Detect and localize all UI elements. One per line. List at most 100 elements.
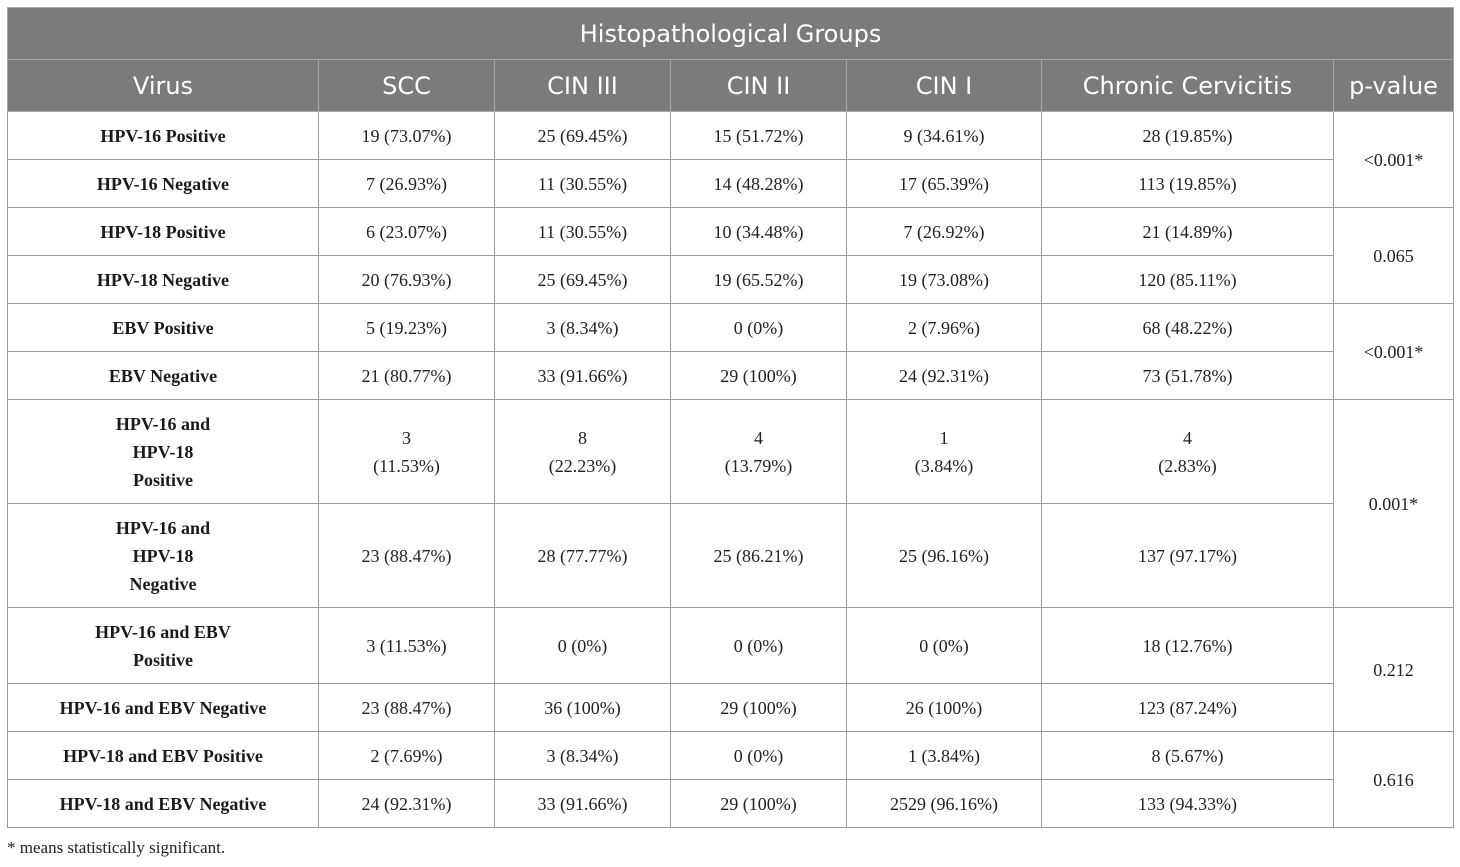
table-row: EBV Positive 5 (19.23%) 3 (8.34%) 0 (0%) 2 (…	[7, 303, 1455, 400]
row-label: EBV Negative	[7, 351, 319, 400]
cell-value: 29 (100%)	[720, 793, 797, 814]
table-cell: 11 (30.55%)	[494, 207, 671, 256]
cell-value: 6 (23.07%)	[366, 221, 447, 242]
row-label-line: HPV-18 and EBV Negative	[59, 793, 267, 814]
table-cell: 20 (76.93%)	[318, 255, 495, 304]
cell-value: 19 (65.52%)	[713, 269, 804, 290]
table-cell: 24 (92.31%)	[846, 351, 1042, 400]
row-label: HPV-18 Negative	[7, 255, 319, 304]
cell-value: 9 (34.61%)	[903, 125, 985, 146]
cell-value: 2 (7.69%)	[370, 745, 443, 766]
table-cell: 10 (34.48%)	[670, 207, 847, 256]
table-cell: 7 (26.93%)	[318, 159, 495, 208]
cell-value: 3 (11.53%)	[366, 635, 447, 656]
cell-value: 24 (92.31%)	[899, 365, 989, 386]
table-cell: 18 (12.76%)	[1041, 607, 1334, 684]
column-header-p-value: p-value	[1332, 59, 1455, 112]
row-label-line: HPV-16 and EBV Negative	[59, 697, 267, 718]
cell-value: 4	[1183, 427, 1192, 448]
row-label: HPV-16 and HPV-18 Positive	[7, 399, 319, 504]
cell-value: 137 (97.17%)	[1138, 545, 1237, 566]
p-value-cell: 0.065	[1332, 207, 1455, 304]
cell-value: 113 (19.85%)	[1138, 173, 1237, 194]
cell-value: 5 (19.23%)	[366, 317, 447, 338]
cell-value: 68 (48.22%)	[1142, 317, 1233, 338]
table-row: HPV-18 and EBV Positive 2 (7.69%) 3 (8.34%…	[7, 731, 1455, 828]
table-row: HPV-16 and HPV-18 Positive 3 (11.53%) 8 (22.23…	[7, 399, 1455, 608]
row-label: HPV-16 and EBV Negative	[7, 683, 319, 732]
row-label-line: HPV-18 and EBV Positive	[63, 745, 263, 766]
table-cell: 2 (7.96%)	[846, 303, 1042, 352]
cell-value: 36 (100%)	[544, 697, 621, 718]
column-header-cin1: CIN I	[846, 59, 1042, 112]
table-cell: 24 (92.31%)	[318, 779, 495, 828]
table-cell: 0 (0%)	[494, 607, 671, 684]
table-cell: 33 (91.66%)	[494, 779, 671, 828]
table-cell: 28 (19.85%)	[1041, 111, 1334, 160]
row-label-line: EBV Negative	[108, 365, 218, 386]
cell-value: 25 (86.21%)	[713, 545, 804, 566]
row-label-line: HPV-16 Positive	[100, 125, 226, 146]
row-label-line: HPV-18	[132, 441, 194, 462]
cell-value: 19 (73.07%)	[361, 125, 452, 146]
table-cell: 0 (0%)	[670, 303, 847, 352]
cell-value: (13.79%)	[724, 455, 793, 476]
cell-value: 33 (91.66%)	[537, 793, 628, 814]
table-cell: 29 (100%)	[670, 351, 847, 400]
table-cell: 17 (65.39%)	[846, 159, 1042, 208]
table-cell: 19 (73.08%)	[846, 255, 1042, 304]
cell-value: 3 (8.34%)	[546, 317, 619, 338]
cell-value: 3	[402, 427, 411, 448]
table-cell: 8 (22.23%)	[494, 399, 671, 504]
cell-value: 26 (100%)	[905, 697, 983, 718]
table-cell: 4 (2.83%)	[1041, 399, 1334, 504]
column-header-scc: SCC	[318, 59, 495, 112]
cell-value: (22.23%)	[548, 455, 617, 476]
cell-value: 25 (96.16%)	[899, 545, 989, 566]
cell-value: (11.53%)	[373, 455, 440, 476]
table-cell: 23 (88.47%)	[318, 503, 495, 608]
cell-value: 120 (85.11%)	[1138, 269, 1237, 290]
table-cell: 0 (0%)	[846, 607, 1042, 684]
row-label-line: Negative	[129, 573, 197, 594]
table-cell: 3 (11.53%)	[318, 607, 495, 684]
table-cell: 28 (77.77%)	[494, 503, 671, 608]
table-cell: 3 (11.53%)	[318, 399, 495, 504]
cell-value: 18 (12.76%)	[1142, 635, 1233, 656]
table-cell: 3 (8.34%)	[494, 303, 671, 352]
table-cell: 9 (34.61%)	[846, 111, 1042, 160]
cell-value: 8 (5.67%)	[1151, 745, 1224, 766]
cell-value: 15 (51.72%)	[713, 125, 804, 146]
table-cell: 8 (5.67%)	[1041, 731, 1334, 780]
cell-value: 29 (100%)	[720, 365, 797, 386]
p-value-cell: 0.212	[1332, 607, 1455, 732]
table-cell: 1 (3.84%)	[846, 399, 1042, 504]
cell-value: 23 (88.47%)	[361, 697, 452, 718]
table-cell: 123 (87.24%)	[1041, 683, 1334, 732]
row-label-line: HPV-18 Positive	[100, 221, 226, 242]
cell-value: 10 (34.48%)	[713, 221, 804, 242]
table-row: HPV-18 Negative 20 (76.93%) 25 (69.45%) 19 …	[7, 255, 1454, 304]
table-cell: 68 (48.22%)	[1041, 303, 1334, 352]
cell-value: 7 (26.92%)	[903, 221, 985, 242]
table-cell: 29 (100%)	[670, 683, 847, 732]
table-cell: 113 (19.85%)	[1041, 159, 1334, 208]
row-label: HPV-16 Positive	[7, 111, 319, 160]
table-row: HPV-16 Negative 7 (26.93%) 11 (30.55%) 14 (…	[7, 159, 1454, 208]
table-row: HPV-16 and EBV Negative 23 (88.47%) 36 (10…	[7, 683, 1454, 732]
row-label-line: Positive	[133, 469, 193, 490]
table-cell: 6 (23.07%)	[318, 207, 495, 256]
cell-value: 21 (14.89%)	[1142, 221, 1233, 242]
p-value-cell: 0.616	[1332, 731, 1455, 828]
cell-value: 123 (87.24%)	[1138, 697, 1237, 718]
cell-value: (3.84%)	[914, 455, 974, 476]
table-row: HPV-16 and EBV Positive 3 (11.53%) 0 (0%) 0 …	[7, 607, 1455, 732]
row-label-line: HPV-16 and EBV	[95, 621, 231, 642]
table-cell: 14 (48.28%)	[670, 159, 847, 208]
table-cell: 137 (97.17%)	[1041, 503, 1334, 608]
cell-value: 19 (73.08%)	[899, 269, 989, 290]
cell-value: 21 (80.77%)	[361, 365, 452, 386]
table-cell: 25 (96.16%)	[846, 503, 1042, 608]
cell-value: 73 (51.78%)	[1142, 365, 1233, 386]
cell-value: 4	[754, 427, 763, 448]
